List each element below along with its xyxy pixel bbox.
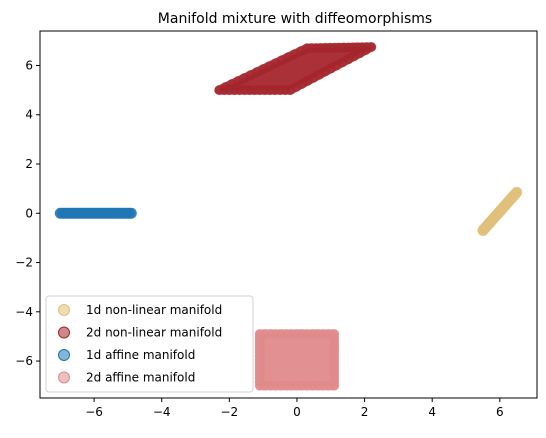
legend-marker	[58, 326, 70, 339]
y-tick-label: −2	[15, 256, 33, 270]
x-tick-label: 4	[428, 405, 436, 419]
series-0	[477, 186, 523, 237]
legend-box	[45, 295, 254, 393]
x-tick-label: 6	[496, 405, 504, 419]
data-point	[125, 207, 137, 219]
x-tick-label: 2	[361, 405, 369, 419]
legend-marker	[58, 349, 70, 361]
axes: −6 −4 −2 0 2 4 6 −6 −4 −2 0 2 4 6	[15, 30, 538, 419]
data-region	[255, 329, 339, 391]
legend: 1d non-linear manifold 2d non-linear mani…	[45, 295, 254, 393]
x-tick-label: −6	[85, 405, 103, 419]
legend-marker	[58, 304, 70, 316]
legend-label: 2d affine manifold	[86, 371, 195, 385]
y-tick-label: 6	[25, 58, 33, 72]
plot-area	[54, 42, 523, 391]
y-tick-label: 4	[25, 108, 33, 122]
legend-label: 2d non-linear manifold	[86, 326, 222, 340]
chart-title: Manifold mixture with diffeomorphisms	[158, 11, 432, 27]
series-3	[254, 328, 340, 391]
y-tick-label: 0	[25, 206, 33, 220]
y-tick-label: 2	[25, 157, 33, 171]
legend-label: 1d non-linear manifold	[86, 303, 222, 317]
x-tick-label: −2	[220, 405, 238, 419]
x-tick-label: 0	[293, 405, 301, 419]
x-tick-label: −4	[153, 405, 171, 419]
data-point	[254, 376, 265, 387]
legend-marker	[58, 371, 70, 384]
legend-label: 1d affine manifold	[86, 348, 195, 362]
data-point	[511, 186, 523, 198]
data-point	[219, 85, 230, 96]
series-1	[214, 42, 377, 96]
y-tick-label: −6	[15, 354, 33, 368]
y-tick-label: −4	[15, 305, 33, 319]
series-2	[54, 207, 137, 219]
axes-frame	[39, 30, 538, 399]
